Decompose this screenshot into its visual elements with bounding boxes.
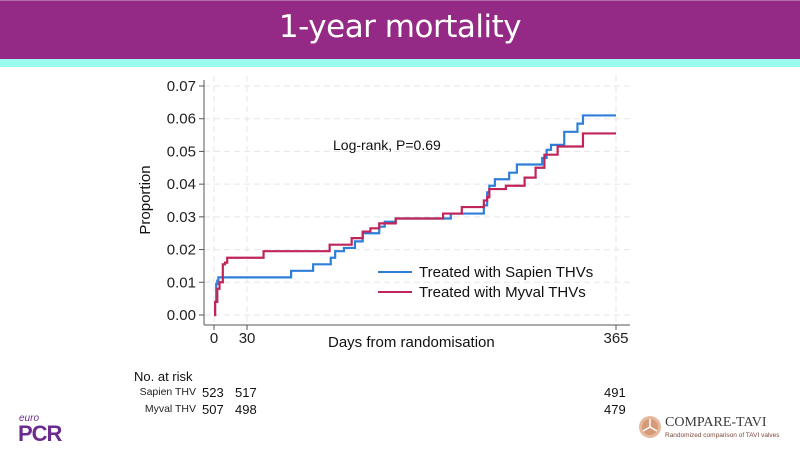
valve-icon — [639, 416, 661, 438]
slide-title: 1-year mortality — [278, 9, 522, 45]
risk-value: 491 — [604, 385, 626, 400]
legend-label: Treated with Myval THVs — [419, 284, 586, 301]
y-tick-label: 0.07 — [167, 78, 196, 95]
grid — [204, 76, 630, 325]
y-tick-label: 0.02 — [167, 242, 196, 259]
y-tick-label: 0.05 — [167, 143, 196, 160]
europcr-logo-big: PCR — [18, 421, 62, 446]
compare-tavi-tagline: Randomized comparison of TAVI valves — [665, 432, 780, 439]
axes: 0.00 0.01 0.02 0.03 0.04 0.05 0.06 0.07 0 30 365 — [167, 78, 630, 347]
legend: Treated with Sapien THVs Treated with Myv… — [378, 264, 593, 301]
risk-value: 479 — [604, 402, 626, 417]
risk-value: 523 — [202, 385, 224, 400]
y-tick-label: 0.00 — [167, 307, 196, 324]
title-banner: 1-year mortality — [0, 0, 800, 59]
y-tick-label: 0.03 — [167, 209, 196, 226]
y-axis-title: Proportion — [137, 165, 154, 234]
y-tick-label: 0.01 — [167, 274, 196, 291]
series-line-myval — [214, 132, 616, 317]
compare-tavi-name: COMPARE-TAVI — [665, 415, 767, 430]
risk-table-title: No. at risk — [134, 369, 193, 384]
risk-row-label: Sapien THV — [139, 386, 196, 398]
risk-value: 517 — [235, 385, 257, 400]
x-axis-title: Days from randomisation — [328, 334, 495, 351]
europcr-logo-small: euro — [19, 413, 40, 424]
risk-value: 498 — [235, 402, 257, 417]
series-group — [214, 114, 616, 317]
y-tick-label: 0.06 — [167, 111, 196, 128]
x-tick-label: 365 — [603, 330, 628, 347]
log-rank-annotation: Log-rank, P=0.69 — [333, 137, 441, 153]
x-tick-label: 30 — [239, 330, 256, 347]
risk-row-label: Myval THV — [144, 403, 196, 415]
accent-bar — [0, 59, 800, 67]
europcr-logo: euro PCR — [18, 413, 62, 446]
risk-value: 507 — [202, 402, 224, 417]
y-tick-label: 0.04 — [167, 176, 196, 193]
x-tick-label: 0 — [210, 330, 218, 347]
legend-label: Treated with Sapien THVs — [419, 264, 593, 281]
